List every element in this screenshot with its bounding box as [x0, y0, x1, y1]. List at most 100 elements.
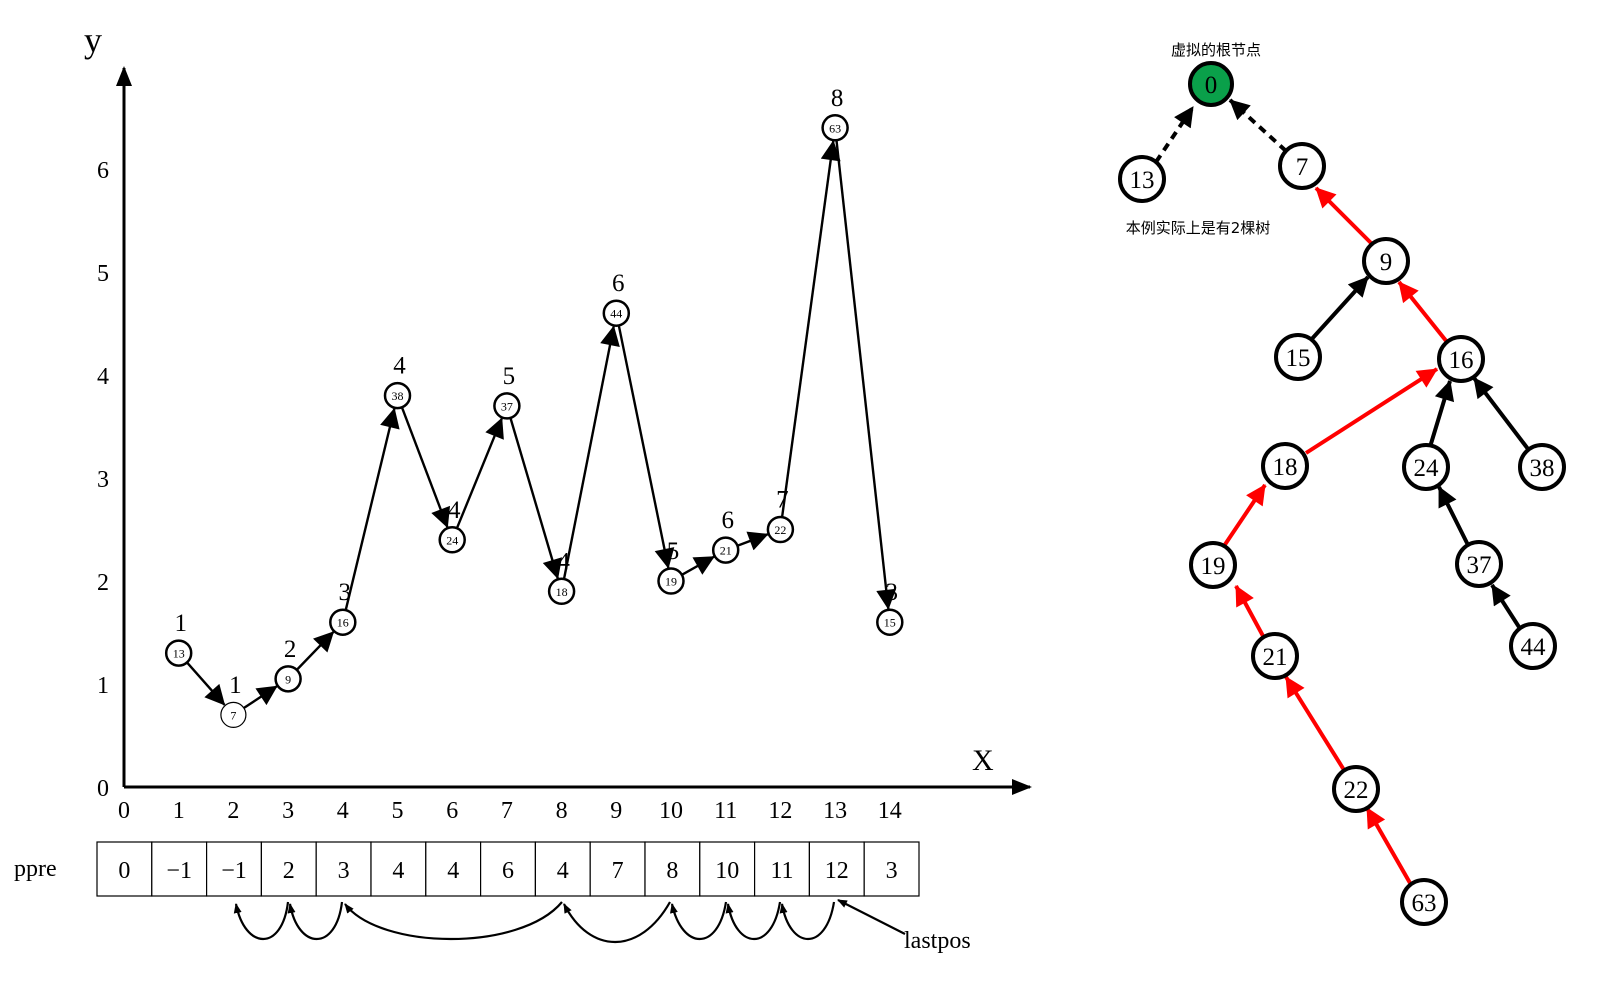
chart-point-dp: 6 [721, 507, 734, 534]
chart-point-label: 63 [829, 121, 841, 135]
ppre-cell-value: 3 [886, 858, 898, 884]
x-tick-label: 10 [659, 798, 683, 824]
tree-node-label: 7 [1296, 154, 1309, 181]
chart-edge [243, 685, 278, 710]
chart-edge [562, 325, 620, 580]
ppre-link [725, 901, 782, 941]
chart-point: 37 5 [493, 363, 521, 420]
tree-node-label: 37 [1467, 552, 1492, 579]
tree-node-label: 44 [1521, 634, 1547, 661]
tree-node: 18 [1261, 442, 1309, 490]
edge-38-16 [1472, 376, 1530, 451]
chart-edge [835, 140, 897, 610]
edge-44-37 [1490, 583, 1521, 629]
chart-point-circle [766, 515, 795, 544]
edge-9-7 [1314, 186, 1373, 245]
x-tick-label: 9 [610, 798, 622, 824]
tree-node-label: 21 [1263, 644, 1288, 671]
x-tick-label: 0 [118, 798, 130, 824]
root-node-circle [1188, 61, 1234, 107]
chart-point-label: 19 [665, 575, 677, 589]
chart-point-label: 15 [884, 616, 896, 630]
ppre-array: ppre 0 −1 −1 2 3 4 4 6 4 7 8 10 11 12 3 lastpos [14, 841, 971, 954]
ppre-cell-value: 8 [666, 858, 678, 884]
ppre-cell-value: 4 [557, 858, 569, 884]
tree-node-label: 13 [1130, 167, 1155, 194]
tree-node-label: 18 [1273, 454, 1298, 481]
x-tick-label: 8 [556, 798, 568, 824]
ppre-cells: 0 −1 −1 2 3 4 4 6 4 7 8 10 11 12 3 [96, 841, 920, 897]
tree: 虚拟的根节点 本例实际上是有2棵树 0 13 7 9 [1118, 41, 1566, 926]
ppre-cell: 0 [96, 841, 153, 897]
chart-point: 92 [274, 636, 302, 693]
tree-node: 37 [1455, 540, 1503, 588]
root-caption: 虚拟的根节点 [1171, 41, 1261, 59]
ppre-links [233, 899, 906, 943]
tree-node: 38 [1518, 443, 1566, 491]
ppre-cell-box [206, 841, 263, 897]
tree-node: 44 [1509, 622, 1557, 670]
tree-node-label: 22 [1344, 777, 1369, 804]
ppre-cell-box [808, 841, 865, 897]
ppre-link [563, 901, 671, 943]
edge-15-9 [1308, 275, 1370, 343]
ppre-cell-box [534, 841, 591, 897]
chart-point-circle [821, 114, 849, 142]
tree-node: 7 [1278, 142, 1326, 190]
chart-point-dp: 1 [229, 672, 242, 699]
ppre-cell-value: 3 [338, 858, 350, 884]
ppre-cell-value: 4 [447, 858, 459, 884]
chart-point-dp: 1 [174, 610, 187, 637]
ppre-cell: 4 [534, 841, 591, 897]
chart-point-label: 21 [720, 544, 732, 558]
edge-37-24 [1437, 486, 1470, 546]
ppre-cell-value: 12 [825, 858, 849, 884]
chart-point-dp: 2 [284, 636, 297, 663]
x-tick-label: 4 [337, 798, 349, 824]
x-tick-label: 11 [714, 798, 737, 824]
tree-node: 24 [1402, 443, 1450, 491]
y-tick-labels: 0 1 2 3 4 5 6 [97, 158, 109, 802]
chart-point-label: 9 [285, 672, 291, 686]
chart-point-circle [329, 608, 357, 636]
chart-point-dp: 3 [886, 579, 899, 606]
chart-point: 24 4 [438, 497, 466, 554]
chart-edge [295, 631, 335, 671]
chart-edge [509, 417, 562, 580]
ppre-cell: 10 [699, 841, 756, 897]
ppre-cell-value: 11 [770, 858, 793, 884]
chart-point-label: 24 [446, 533, 458, 547]
ppre-cell-value: 4 [392, 858, 404, 884]
y-tick-label: 3 [97, 467, 109, 493]
ppre-link [779, 901, 836, 941]
chart-point-label: 44 [610, 307, 622, 321]
chart-point-circle [711, 536, 740, 564]
chart-edge [186, 661, 226, 706]
ppre-cell: 8 [644, 841, 701, 897]
dashed-edge-13-0 [1154, 105, 1195, 164]
edge-19-18 [1222, 483, 1267, 548]
chart-point-label: 38 [392, 389, 404, 403]
chart-point-circle [220, 701, 247, 729]
chart-point: 71 [220, 672, 247, 729]
tree-node-label: 38 [1530, 455, 1555, 482]
ppre-cell: 12 [808, 841, 865, 897]
ppre-cell-value: −1 [166, 858, 192, 884]
ppre-cell-value: −1 [221, 858, 247, 884]
y-tick-label: 1 [97, 673, 109, 699]
tree-node-label: 0 [1205, 72, 1218, 99]
tree-note: 本例实际上是有2棵树 [1126, 219, 1271, 237]
chart-point-circle [493, 392, 521, 420]
tree-node-label: 16 [1449, 347, 1474, 374]
lastpos-label: lastpos [904, 928, 971, 954]
x-axis-label: X [972, 744, 994, 777]
ppre-cell: 2 [260, 841, 317, 897]
x-tick-label: 1 [173, 798, 185, 824]
chart-point-dp: 8 [831, 85, 844, 112]
chart-point-label: 7 [230, 708, 236, 722]
y-tick-label: 2 [97, 570, 109, 596]
y-tick-label: 4 [97, 364, 109, 390]
ppre-cell: 6 [480, 841, 537, 897]
